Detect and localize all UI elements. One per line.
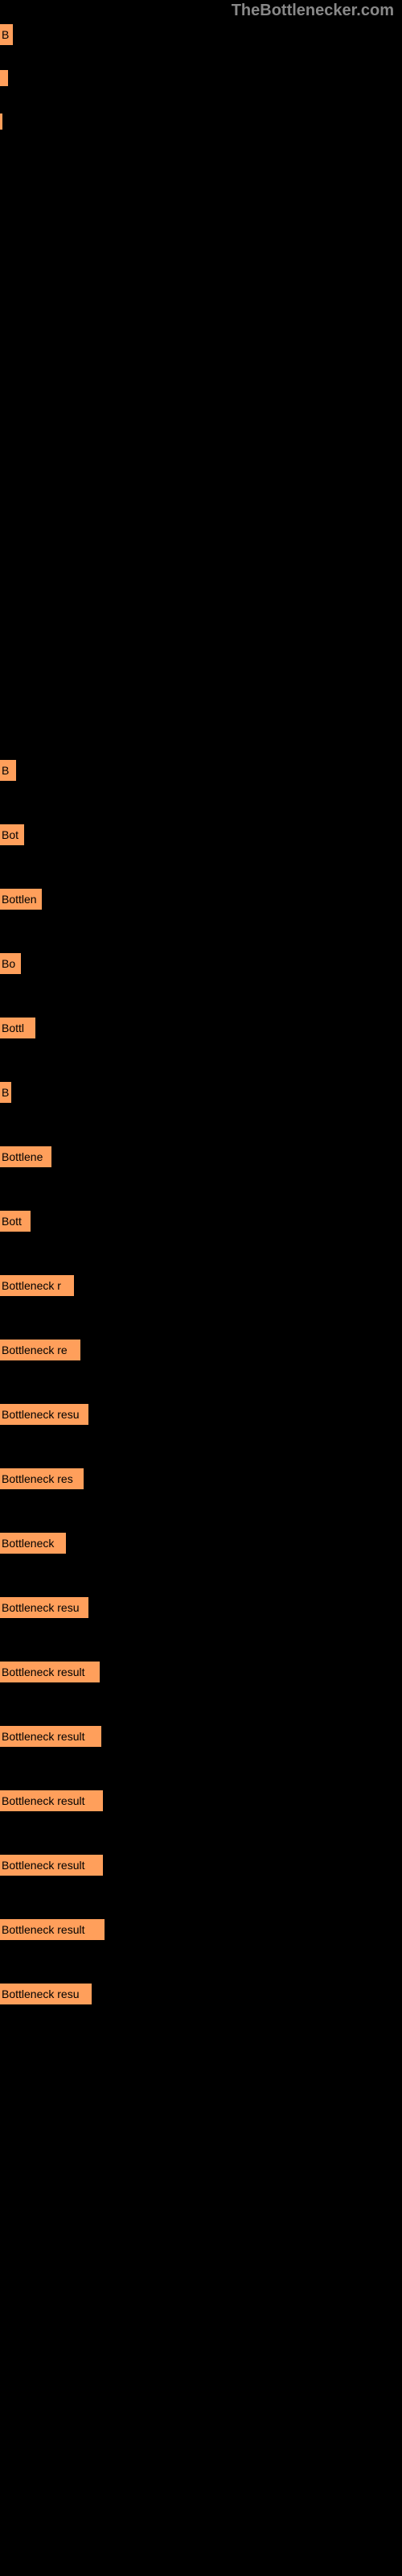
chart-row: Bottleneck resu [0, 1597, 402, 1618]
chart-row: Bottleneck result [0, 1790, 402, 1811]
chart-bar [0, 70, 8, 86]
chart-row: Bottlene [0, 1146, 402, 1167]
watermark-text: TheBottlenecker.com [232, 2, 394, 20]
chart-row: B [0, 24, 402, 45]
chart-row: Bott [0, 1211, 402, 1232]
chart-row: Bot [0, 824, 402, 845]
chart-row: B [0, 760, 402, 781]
chart-bar: Bottlene [0, 1146, 51, 1167]
chart-row: Bottleneck resu [0, 1404, 402, 1425]
top-section: B [0, 24, 402, 132]
chart-bar: Bottleneck res [0, 1468, 84, 1489]
chart-bar: B [0, 760, 16, 781]
chart-row: Bottl [0, 1018, 402, 1038]
chart-bar: Bo [0, 953, 21, 974]
chart-bar: Bottl [0, 1018, 35, 1038]
chart-row: Bottleneck res [0, 1468, 402, 1489]
chart-bar [0, 114, 2, 130]
chart-bar: Bottleneck result [0, 1662, 100, 1682]
chart-bar: Bottleneck resu [0, 1984, 92, 2004]
chart-bar: Bott [0, 1211, 31, 1232]
chart-bar: Bot [0, 824, 24, 845]
chart-row: Bottleneck [0, 1533, 402, 1554]
chart-bar: Bottleneck result [0, 1726, 101, 1747]
chart-bar: Bottleneck [0, 1533, 66, 1554]
chart-row: Bottleneck re [0, 1340, 402, 1360]
chart-bar: Bottleneck r [0, 1275, 74, 1296]
chart-bar: Bottleneck resu [0, 1597, 88, 1618]
chart-row: Bottlen [0, 889, 402, 910]
chart-row: Bottleneck result [0, 1855, 402, 1876]
chart-bar: Bottleneck resu [0, 1404, 88, 1425]
chart-bar: Bottleneck result [0, 1919, 105, 1940]
chart-bar: Bottlen [0, 889, 42, 910]
chart-bar: Bottleneck re [0, 1340, 80, 1360]
chart-row [0, 68, 402, 89]
chart-row: Bo [0, 953, 402, 974]
chart-row: Bottleneck r [0, 1275, 402, 1296]
chart-bar: B [0, 1082, 11, 1103]
bottom-section: B Bot Bottlen Bo Bottl B Bottlene Bott Bottlenec… [0, 760, 402, 2004]
chart-bar: Bottleneck result [0, 1790, 103, 1811]
chart-row [0, 111, 402, 132]
chart-row: B [0, 1082, 402, 1103]
chart-bar: Bottleneck result [0, 1855, 103, 1876]
chart-bar: B [0, 24, 13, 45]
chart-container: B B Bot Bottlen Bo Bottl B Bottlene Bott Bottlen… [0, 0, 402, 2004]
chart-row: Bottleneck result [0, 1726, 402, 1747]
chart-row: Bottleneck result [0, 1662, 402, 1682]
chart-row: Bottleneck result [0, 1919, 402, 1940]
chart-row: Bottleneck resu [0, 1984, 402, 2004]
